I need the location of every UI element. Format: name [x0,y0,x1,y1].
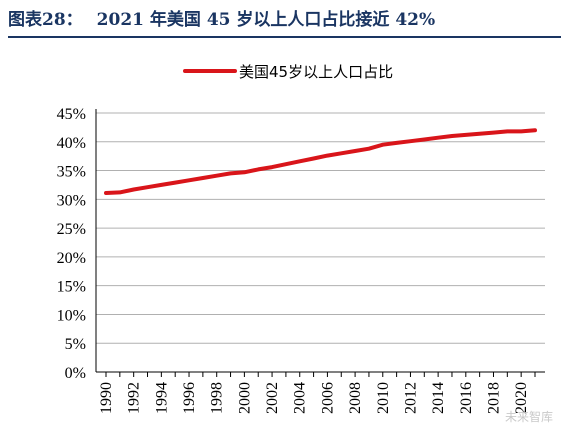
x-tick-label: 2004 [292,382,309,414]
x-tick-label: 1994 [153,382,170,414]
x-tick-label: 2016 [458,382,475,414]
y-tick-label: 10% [57,307,86,324]
x-tick-label: 2014 [430,382,447,414]
legend-label: 美国45岁以上人口占比 [239,63,393,81]
y-tick-label: 25% [57,221,86,238]
x-tick-label: 1998 [209,382,226,414]
x-tick-label: 1996 [181,382,198,414]
x-tick-label: 2008 [347,382,364,414]
y-tick-label: 30% [57,192,86,209]
figure-title-text: 2021 年美国 45 岁以上人口占比接近 42% [96,10,436,30]
x-tick-label: 2010 [375,382,392,414]
y-tick-label: 5% [65,336,86,353]
x-tick-label: 2012 [402,382,419,414]
watermark: 未来智库 [504,410,553,424]
figure-title: 图表28： 2021 年美国 45 岁以上人口占比接近 42% [8,6,435,34]
y-tick-label: 40% [57,135,86,152]
y-tick-label: 35% [57,164,86,181]
series-line [104,128,537,195]
x-tick-label: 1990 [98,382,115,414]
y-tick-label: 45% [57,106,86,123]
x-tick-label: 2002 [264,382,281,414]
y-tick-label: 0% [65,365,86,382]
figure-label: 图表28： [8,10,83,30]
x-tick-label: 2006 [319,382,336,414]
title-rule [8,36,561,38]
y-tick-label: 15% [57,279,86,296]
x-tick-label: 1992 [126,382,143,414]
x-tick-label: 2000 [236,382,253,414]
y-tick-label: 20% [57,250,86,267]
x-tick-label: 2018 [485,382,502,414]
x-tick-label: 2020 [513,382,530,414]
